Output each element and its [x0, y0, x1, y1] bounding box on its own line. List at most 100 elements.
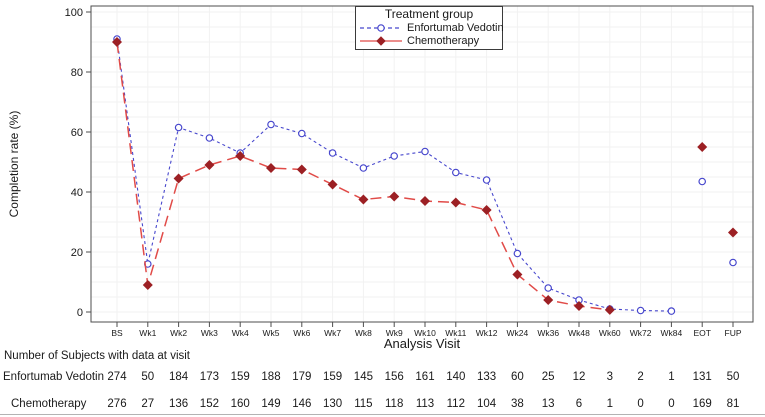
count-cell: 159 — [230, 371, 250, 383]
marker-enfortumab-vedotin — [513, 249, 522, 258]
count-cell: 38 — [510, 398, 524, 410]
x-tick-label: Wk60 — [599, 328, 621, 338]
x-tick-label: Wk2 — [170, 328, 187, 338]
x-tick-label: Wk36 — [537, 328, 559, 338]
count-cell: 113 — [415, 398, 435, 410]
count-cell: 112 — [446, 398, 465, 410]
marker-chemotherapy — [389, 191, 400, 202]
count-cell: 159 — [323, 371, 343, 383]
legend-sample-marker — [376, 35, 386, 46]
x-tick-label: Wk24 — [507, 328, 529, 338]
x-axis-title: Analysis Visit — [383, 336, 461, 351]
count-cell: 2 — [637, 371, 644, 383]
marker-enfortumab-vedotin — [297, 129, 306, 138]
count-cell: 25 — [541, 371, 555, 383]
count-cell: 184 — [169, 371, 189, 383]
marker-chemotherapy — [296, 164, 307, 175]
legend-title: Treatment group — [384, 7, 474, 21]
subjects-row-label-enfortumab-vedotin: Enfortumab Vedotin — [3, 371, 105, 383]
marker-chemotherapy — [543, 294, 554, 306]
count-cell: 188 — [261, 371, 281, 383]
x-tick-label: Wk4 — [232, 328, 249, 338]
count-cell: 81 — [726, 398, 740, 410]
count-cell: 160 — [230, 398, 250, 410]
plot-frame — [90, 5, 754, 323]
count-cell: 1 — [668, 371, 675, 383]
marker-enfortumab-vedotin — [390, 152, 399, 160]
marker-enfortumab-vedotin — [205, 134, 214, 142]
marker-chemotherapy — [235, 150, 246, 162]
legend-label-enfortumab-vedotin: Enfortumab Vedotin — [407, 21, 504, 34]
marker-enfortumab-vedotin — [267, 120, 275, 129]
count-cell: 179 — [292, 371, 312, 383]
count-cell: 60 — [510, 371, 524, 383]
x-tick-label: Wk48 — [568, 328, 590, 338]
marker-chemotherapy — [512, 269, 523, 280]
x-tick-label: Wk1 — [139, 328, 156, 338]
count-cell: 50 — [141, 371, 155, 383]
y-tick-label: 0 — [77, 307, 83, 319]
marker-chemotherapy — [573, 300, 585, 312]
x-tick-label: Wk72 — [630, 328, 652, 338]
marker-chemotherapy — [450, 197, 461, 208]
marker-chemotherapy — [419, 195, 431, 207]
marker-chemotherapy — [204, 159, 215, 171]
x-tick-label: Wk12 — [476, 328, 498, 338]
x-tick-label: Wk7 — [324, 328, 341, 338]
count-cell: 13 — [541, 398, 555, 410]
legend-label-chemotherapy: Chemotherapy — [407, 34, 480, 47]
bottom-divider — [0, 414, 765, 415]
marker-enfortumab-vedotin — [482, 176, 491, 184]
count-cell: 115 — [354, 398, 373, 410]
count-cell: 161 — [415, 371, 435, 383]
marker-chemotherapy — [727, 227, 739, 238]
marker-enfortumab-vedotin — [328, 149, 337, 157]
count-cell: 27 — [141, 398, 155, 410]
x-tick-label: Wk10 — [414, 328, 436, 338]
marker-chemotherapy — [327, 179, 338, 190]
enfortumab-vedotin-line-sample — [360, 23, 402, 32]
x-tick-label: Wk5 — [263, 328, 280, 338]
marker-chemotherapy — [111, 36, 123, 48]
count-cell: 0 — [668, 398, 675, 410]
count-cell: 173 — [199, 371, 219, 383]
count-cell: 1 — [606, 398, 613, 410]
marker-chemotherapy — [604, 304, 615, 315]
count-cell: 146 — [292, 398, 312, 410]
marker-chemotherapy — [481, 204, 492, 216]
y-tick-label: 80 — [71, 67, 83, 79]
count-cell: 104 — [477, 398, 497, 410]
subjects-row-label-chemotherapy: Chemotherapy — [11, 398, 87, 410]
x-tick-label: Wk84 — [661, 328, 683, 338]
count-cell: 274 — [107, 371, 127, 383]
count-cell: 12 — [572, 371, 586, 383]
x-tick-label: BS — [111, 328, 123, 338]
count-cell: 136 — [169, 398, 189, 410]
count-cell: 118 — [385, 398, 404, 410]
marker-enfortumab-vedotin — [174, 123, 183, 132]
count-cell: 0 — [637, 398, 644, 410]
legend: Treatment group Enfortumab Vedotin Chemo… — [355, 6, 504, 50]
marker-enfortumab-vedotin — [421, 147, 429, 156]
count-cell: 50 — [726, 371, 740, 383]
count-cell: 133 — [477, 371, 497, 383]
marker-enfortumab-vedotin — [667, 307, 676, 315]
legend-sample-marker — [377, 23, 385, 32]
marker-chemotherapy — [142, 279, 153, 291]
count-cell: 152 — [199, 398, 219, 410]
y-axis-title: Completion rate (%) — [7, 110, 21, 218]
marker-chemotherapy — [697, 141, 708, 153]
marker-enfortumab-vedotin — [636, 306, 645, 315]
count-cell: 276 — [107, 398, 127, 410]
chemotherapy-line-sample — [360, 35, 402, 46]
marker-enfortumab-vedotin — [698, 177, 707, 186]
count-cell: 131 — [692, 371, 712, 383]
legend-item-chemotherapy: Chemotherapy — [359, 34, 499, 47]
x-tick-label: Wk6 — [293, 328, 310, 338]
marker-enfortumab-vedotin — [359, 164, 368, 172]
legend-item-enfortumab-vedotin: Enfortumab Vedotin — [359, 21, 504, 34]
x-tick-label: Wk11 — [445, 328, 466, 338]
count-cell: 140 — [446, 371, 466, 383]
count-cell: 149 — [261, 398, 281, 410]
